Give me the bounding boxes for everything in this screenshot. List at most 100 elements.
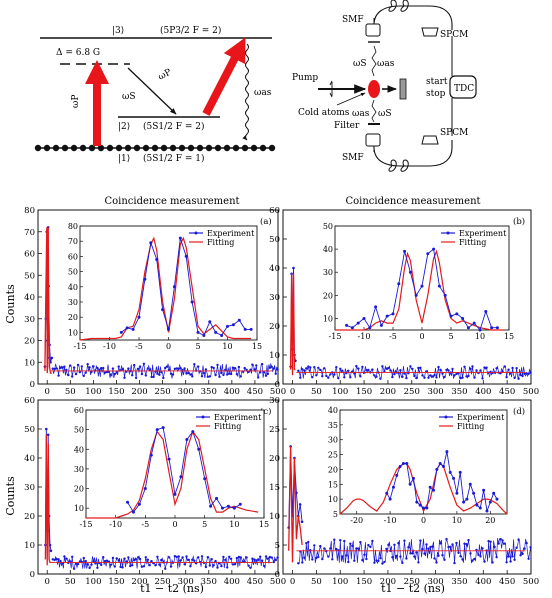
- legend-label: Fitting: [214, 422, 241, 431]
- experiment-point: [443, 558, 446, 561]
- inset-y-tick-label: 20: [323, 291, 333, 300]
- experiment-point: [45, 427, 48, 431]
- experiment-point: [162, 376, 165, 380]
- experiment-point: [393, 373, 396, 376]
- inset-experiment-point: [435, 467, 439, 471]
- inset-frame: [79, 225, 258, 341]
- experiment-point: [82, 556, 86, 560]
- x-tick-label: 500: [523, 577, 539, 587]
- polarization-head-down: [329, 92, 333, 98]
- experiment-point: [323, 547, 326, 550]
- experiment-point: [497, 542, 500, 545]
- legend-label: Experiment: [207, 229, 255, 238]
- experiment-point: [179, 367, 182, 370]
- experiment-point: [231, 563, 235, 566]
- inset-experiment-curve: [386, 451, 498, 513]
- spcm-top-label: SPCM: [440, 30, 468, 40]
- y-tick-label: 30: [24, 315, 35, 325]
- experiment-point: [513, 376, 516, 380]
- atom-dot: [205, 144, 213, 152]
- experiment-point: [399, 369, 402, 372]
- experiment-point: [415, 551, 418, 554]
- experiment-point: [419, 366, 422, 369]
- experiment-point: [401, 561, 404, 565]
- inset-experiment-point: [196, 330, 200, 334]
- inset-x-tick-label: 10: [229, 520, 239, 529]
- experiment-point: [453, 374, 456, 377]
- experiment-point: [521, 374, 524, 378]
- y-tick-label: 30: [24, 483, 35, 493]
- experiment-point: [525, 372, 528, 375]
- experiment-point: [429, 545, 432, 549]
- inset-y-tick-label: 60: [68, 252, 78, 261]
- inset-experiment-point: [226, 324, 229, 328]
- experiment-point: [243, 366, 246, 370]
- inset-plot: -15 -10 -5 0 5 10 15 10 20 30 40 50 60 ExperimentFitt…: [74, 406, 269, 529]
- experiment-point: [301, 368, 304, 371]
- inset-experiment-point: [415, 500, 419, 504]
- y-tick-label: 0: [275, 380, 280, 390]
- experiment-point: [487, 539, 490, 543]
- inset-y-tick-label: 40: [323, 245, 333, 254]
- experiment-point: [127, 367, 130, 370]
- experiment-point: [387, 366, 390, 370]
- inset-experiment-point: [472, 491, 476, 495]
- experiment-point: [113, 565, 117, 568]
- pump-arrow-2: [202, 37, 246, 116]
- experiment-point: [333, 373, 336, 376]
- beam-block: [399, 78, 407, 100]
- inset-experiment-point: [391, 312, 395, 316]
- experiment-point: [527, 557, 530, 560]
- inset-experiment-point: [131, 327, 135, 331]
- inset-y-tick-label: 10: [74, 504, 84, 513]
- omega-s-bottom-label: ωS: [378, 109, 392, 119]
- inset-experiment-point: [425, 506, 429, 510]
- experiment-point: [433, 557, 436, 560]
- experiment-point: [427, 547, 430, 550]
- experiment-point: [222, 555, 225, 559]
- experiment-point: [177, 555, 180, 558]
- experiment-point: [441, 554, 444, 557]
- x-tick-label: 150: [356, 387, 372, 397]
- experiment-point: [208, 564, 211, 567]
- experiment-point: [204, 565, 208, 569]
- inset-experiment-point: [208, 320, 212, 324]
- inset-experiment-point: [478, 328, 482, 332]
- experiment-point: [335, 366, 338, 369]
- experiment-point: [393, 543, 396, 546]
- inset-experiment-point: [462, 500, 466, 504]
- experiment-point: [164, 567, 167, 570]
- inset-experiment-point: [231, 323, 235, 327]
- spcm-detector-top: [421, 27, 439, 37]
- inset-experiment-point: [232, 506, 236, 510]
- experiment-point: [359, 540, 362, 544]
- experiment-point: [423, 376, 426, 379]
- experiment-point: [65, 368, 68, 371]
- y-tick-label: 60: [24, 396, 35, 406]
- experiment-point: [228, 372, 231, 375]
- tdc-box: [449, 75, 477, 99]
- experiment-point: [503, 542, 506, 545]
- experiment-point: [327, 555, 330, 558]
- experiment-point: [152, 375, 155, 379]
- anti-stokes-wavy-arrow: [242, 43, 249, 141]
- x-tick-label: 500: [270, 387, 286, 397]
- inset-experiment-point: [374, 305, 378, 309]
- atom-dot: [151, 144, 159, 152]
- experiment-point: [185, 372, 188, 375]
- x-tick-label: 300: [427, 387, 443, 397]
- experiment-point: [63, 555, 66, 558]
- x-tick-label: 400: [475, 387, 491, 397]
- inset-experiment-point: [398, 464, 402, 468]
- experiment-point: [339, 367, 342, 370]
- experiment-point: [315, 374, 318, 377]
- signal-path-down: [371, 99, 377, 123]
- inset-experiment-point: [179, 475, 183, 479]
- experiment-point: [187, 558, 190, 561]
- y-tick-label: 60: [24, 250, 35, 260]
- experiment-point: [262, 371, 266, 374]
- experiment-point: [140, 565, 144, 568]
- experiment-point: [523, 547, 526, 550]
- experiment-point: [479, 369, 482, 372]
